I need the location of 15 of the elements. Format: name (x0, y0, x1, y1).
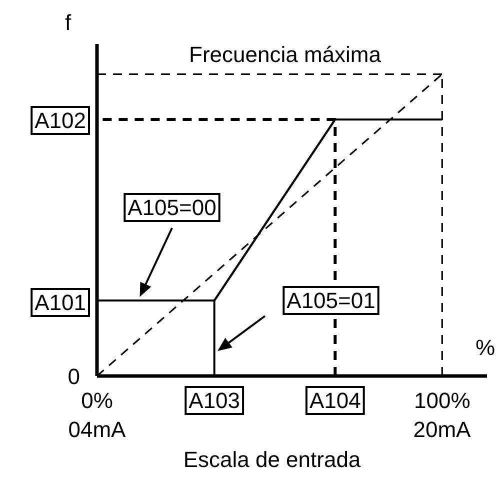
text: Frecuencia máxima (189, 42, 382, 67)
text: A101 (34, 290, 86, 315)
text: 0 (68, 364, 80, 389)
text: A105=01 (286, 288, 376, 313)
x-axis-title: Escala de entrada (183, 447, 362, 472)
x-tick-label: A103 (188, 388, 240, 413)
x-tick-label: A104 (309, 388, 361, 413)
text: 04mA (68, 417, 126, 442)
x-tick-label: 100% (414, 388, 470, 413)
annotation: % (475, 335, 495, 360)
text: 20mA (413, 417, 472, 442)
series-label: A105=00 (128, 195, 216, 220)
text: A102 (34, 108, 86, 133)
y-axis-title: f (64, 10, 72, 35)
x-tick-label: 0% (81, 388, 113, 413)
